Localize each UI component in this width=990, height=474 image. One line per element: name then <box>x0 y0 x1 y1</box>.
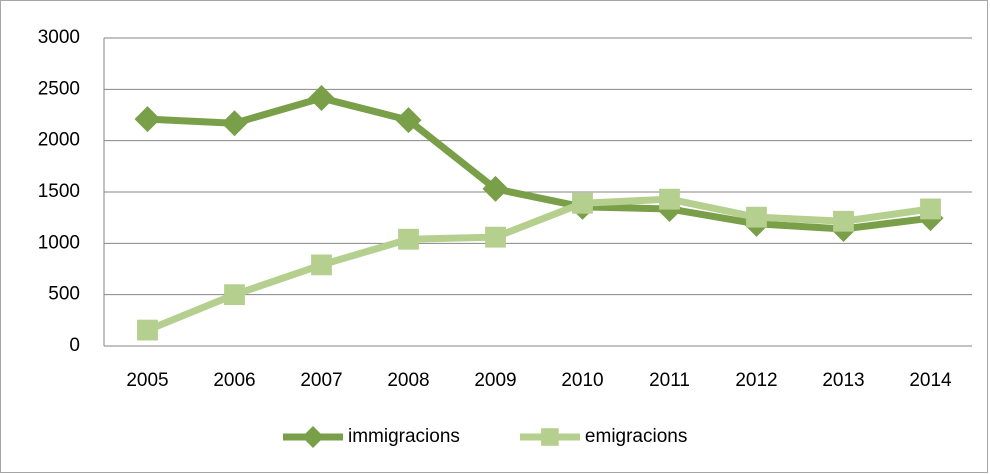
legend-marker <box>302 426 324 448</box>
x-tick-label: 2005 <box>126 370 168 391</box>
marker <box>920 198 941 220</box>
x-tick-label: 2007 <box>300 370 342 391</box>
marker <box>137 319 158 341</box>
marker <box>572 192 593 214</box>
marker <box>746 206 767 228</box>
marker <box>395 107 422 134</box>
marker <box>308 85 335 112</box>
x-tick-label: 2013 <box>822 370 864 391</box>
y-tick-label: 1000 <box>38 232 80 253</box>
x-tick-label: 2014 <box>909 370 952 391</box>
y-tick-label: 2000 <box>38 130 80 151</box>
y-tick-label: 500 <box>48 284 80 305</box>
marker <box>485 226 506 248</box>
x-tick-label: 2008 <box>387 370 429 391</box>
legend-marker <box>541 428 559 446</box>
marker <box>311 254 332 276</box>
y-tick-label: 2500 <box>38 78 80 99</box>
marker <box>221 110 248 137</box>
marker <box>482 175 509 202</box>
x-tick-label: 2011 <box>649 370 690 391</box>
legend-label: emigracions <box>585 426 687 447</box>
marker <box>833 210 854 232</box>
x-tick-label: 2009 <box>474 370 516 391</box>
y-tick-label: 0 <box>69 335 80 356</box>
x-tick-label: 2010 <box>561 370 603 391</box>
marker <box>224 284 245 306</box>
x-tick-label: 2012 <box>735 370 777 391</box>
x-tick-label: 2006 <box>213 370 255 391</box>
marker <box>398 228 419 250</box>
series-line <box>147 94 931 233</box>
marker <box>134 106 161 133</box>
marker <box>659 188 680 210</box>
y-tick-label: 3000 <box>38 27 80 48</box>
series-line <box>146 195 931 334</box>
y-tick-label: 1500 <box>38 181 80 202</box>
legend-label: immigracions <box>348 426 460 447</box>
